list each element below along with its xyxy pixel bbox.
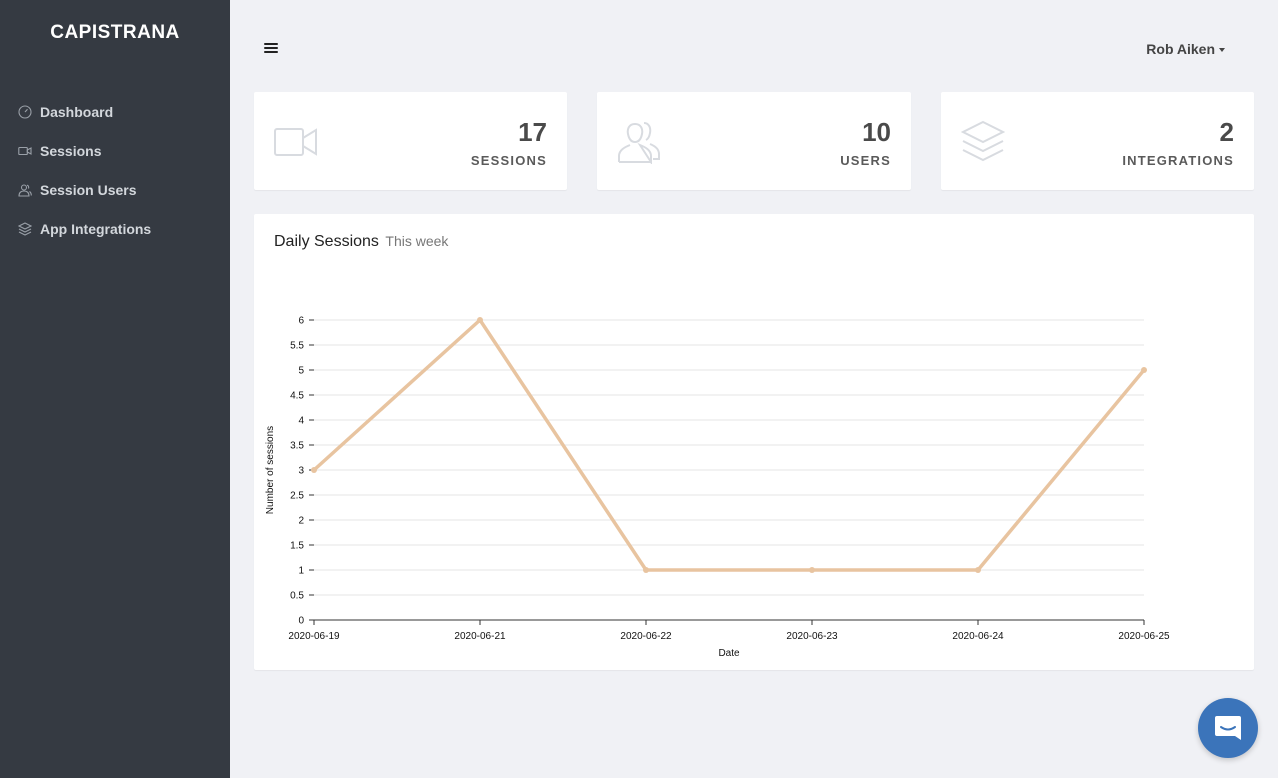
x-tick-label: 2020-06-23 [786,631,838,642]
chat-launcher-button[interactable] [1198,698,1258,758]
y-tick-label: 1.5 [290,541,304,552]
data-point [1141,367,1147,373]
y-tick-label: 5.5 [290,341,304,352]
y-tick-label: 2 [298,516,304,527]
sidebar-item-session-users[interactable]: Session Users [0,170,230,209]
users-icon [618,122,660,164]
chart-title: Daily Sessions [274,233,379,250]
x-axis-label: Date [718,648,740,659]
x-tick-label: 2020-06-25 [1118,631,1170,642]
sidebar-item-app-integrations[interactable]: App Integrations [0,209,230,248]
y-tick-label: 1 [298,566,304,577]
chart-header: Daily Sessions This week [274,233,448,251]
dashboard-gauge-icon [18,104,32,119]
chart-subtitle: This week [385,233,449,249]
x-tick-label: 2020-06-22 [620,631,672,642]
sidebar-item-label: Session Users [40,181,137,198]
data-point [643,567,649,573]
stat-value: 10 [862,117,891,147]
video-camera-icon [18,144,32,158]
chat-bubble-icon [1215,716,1241,740]
x-tick-label: 2020-06-19 [288,631,340,642]
sidebar-nav: Dashboard Sessions Session Users App Int… [0,92,230,248]
data-point [809,567,815,573]
series-line [312,318,1146,572]
user-menu-dropdown[interactable]: Rob Aiken [1146,41,1225,57]
daily-sessions-chart-card: Daily Sessions This week 0 0.5 1 1.5 2 2.5 3 3.… [254,214,1254,670]
y-tick-label: 2.5 [290,491,304,502]
y-tick-label: 0.5 [290,591,304,602]
stat-label: SESSIONS [470,153,547,168]
y-tick-label: 4 [298,416,304,427]
sidebar: CAPISTRANA Dashboard Sessions Session Us… [0,0,230,778]
y-tick-label: 4.5 [290,391,304,402]
y-tick-label: 0 [298,616,304,627]
stat-label: INTEGRATIONS [1122,153,1234,168]
data-point [975,567,981,573]
y-tick-label: 3.5 [290,441,304,452]
x-tick-label: 2020-06-24 [952,631,1004,642]
y-tick-label: 3 [298,466,304,477]
users-icon [18,183,32,197]
x-tick-label: 2020-06-21 [454,631,506,642]
stat-value: 2 [1219,117,1234,147]
sidebar-item-label: Sessions [40,142,102,159]
sidebar-item-sessions[interactable]: Sessions [0,131,230,170]
data-point [477,317,483,323]
stat-card-sessions: 17 SESSIONS [254,92,567,190]
stat-card-users: 10 USERS [597,92,911,190]
brand-logo[interactable]: CAPISTRANA [50,22,180,43]
layers-icon [961,120,1005,162]
stat-card-integrations: 2 INTEGRATIONS [941,92,1254,190]
sidebar-item-dashboard[interactable]: Dashboard [0,92,230,131]
stat-label: USERS [840,153,891,168]
layers-icon [18,221,32,236]
sidebar-item-label: App Integrations [40,220,152,237]
stat-value: 17 [518,117,547,147]
daily-sessions-line-chart: 0 0.5 1 1.5 2 2.5 3 3.5 4 4.5 5 5.5 6 2020-06-19 2020-… [265,316,1170,660]
data-point [311,467,317,473]
y-axis-label: Number of sessions [265,426,276,514]
caret-down-icon [1219,48,1225,53]
y-tick-label: 5 [298,366,304,377]
top-bar: Rob Aiken [230,0,1278,92]
hamburger-menu-icon[interactable] [264,41,278,55]
video-camera-icon [274,128,317,156]
y-tick-label: 6 [298,316,304,327]
sidebar-item-label: Dashboard [40,103,114,120]
user-name: Rob Aiken [1146,41,1215,57]
